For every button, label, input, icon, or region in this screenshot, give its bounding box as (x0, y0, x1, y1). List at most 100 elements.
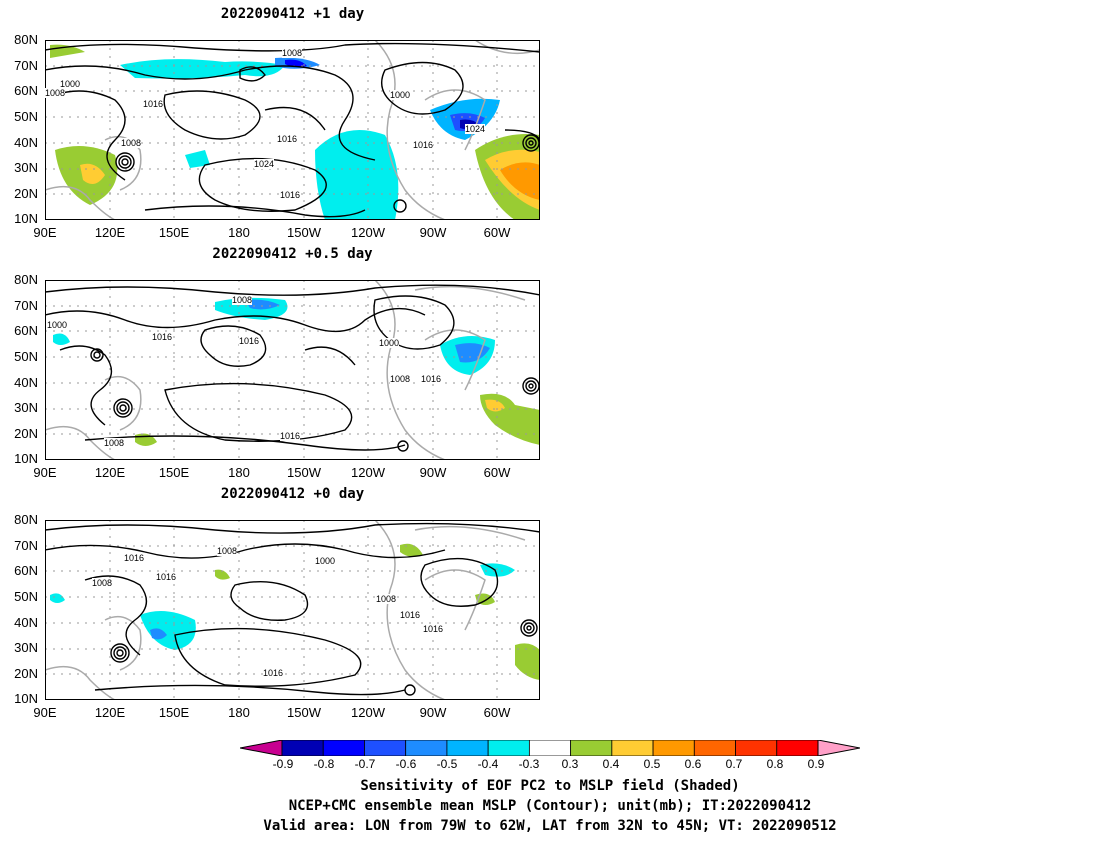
colorbar-swatch (611, 739, 654, 757)
colorbar-label: -0.5 (436, 757, 458, 771)
x-tick: 60W (483, 225, 511, 240)
caption-line-3: Valid area: LON from 79W to 62W, LAT fro… (263, 818, 837, 834)
y-tick: 50N (14, 349, 38, 364)
contour-label: 1016 (152, 332, 173, 342)
contour-label: 1000 (60, 79, 81, 89)
panel-2-title: 2022090412 +0.5 day (212, 246, 373, 262)
colorbar-label: -0.9 (272, 757, 294, 771)
contour-label: 1016 (423, 624, 444, 634)
caption-line-1: Sensitivity of EOF PC2 to MSLP field (Sh… (360, 778, 740, 794)
colorbar-label: -0.6 (395, 757, 417, 771)
x-tick: 120W (351, 225, 385, 240)
colorbar-swatch (239, 739, 283, 757)
colorbar-swatch (405, 739, 448, 757)
contour-label: 1016 (239, 336, 260, 346)
contour-label: 1008 (121, 138, 142, 148)
colorbar-label: 0.8 (766, 757, 784, 771)
colorbar-label: 0.9 (807, 757, 825, 771)
y-tick: 10N (14, 211, 38, 226)
colorbar-label: 0.5 (643, 757, 661, 771)
colorbar-swatch (528, 739, 572, 757)
colorbar-swatch (364, 739, 407, 757)
contour-label: 1008 (390, 374, 411, 384)
contour-label: 1008 (376, 594, 397, 604)
panel-3-contour-labels: 1016 1008 1008 1016 1000 1008 1016 1016 … (45, 520, 540, 700)
contour-label: 1016 (156, 572, 177, 582)
x-tick: 120W (351, 705, 385, 720)
y-tick: 20N (14, 426, 38, 441)
contour-label: 1016 (263, 668, 284, 678)
y-tick: 30N (14, 640, 38, 655)
y-tick: 60N (14, 323, 38, 338)
caption-line-2: NCEP+CMC ensemble mean MSLP (Contour); u… (288, 798, 812, 814)
y-tick: 60N (14, 83, 38, 98)
y-tick: 80N (14, 272, 38, 287)
x-tick: 180 (228, 465, 250, 480)
y-tick: 60N (14, 563, 38, 578)
x-tick: 150E (158, 465, 190, 480)
contour-label: 1000 (379, 338, 400, 348)
colorbar-label: 0.4 (602, 757, 620, 771)
y-tick: 70N (14, 58, 38, 73)
contour-label: 1008 (92, 578, 113, 588)
x-tick: 90E (33, 465, 57, 480)
colorbar (239, 739, 861, 757)
y-tick: 30N (14, 160, 38, 175)
colorbar-label: 0.7 (725, 757, 743, 771)
x-tick: 150W (287, 465, 321, 480)
panel-1-title: 2022090412 +1 day (220, 6, 365, 22)
y-tick: 50N (14, 589, 38, 604)
contour-label: 1016 (421, 374, 442, 384)
contour-label: 1008 (45, 88, 66, 98)
x-tick: 150E (158, 705, 190, 720)
panel-2-map: 1008 1000 1016 1016 1000 1008 1016 1008 … (45, 280, 540, 460)
x-tick: 120E (94, 705, 126, 720)
colorbar-swatch (281, 739, 324, 757)
contour-label: 1008 (104, 438, 125, 448)
y-tick: 40N (14, 135, 38, 150)
x-tick: 60W (483, 705, 511, 720)
x-tick: 180 (228, 705, 250, 720)
x-tick: 90W (419, 225, 447, 240)
colorbar-swatch (487, 739, 530, 757)
y-tick: 10N (14, 691, 38, 706)
contour-label: 1008 (232, 295, 253, 305)
contour-label: 1016 (124, 553, 145, 563)
y-tick: 30N (14, 400, 38, 415)
y-tick: 50N (14, 109, 38, 124)
contour-label: 1016 (280, 431, 301, 441)
colorbar-swatch (776, 739, 819, 757)
x-tick: 150W (287, 225, 321, 240)
x-tick: 150E (158, 225, 190, 240)
colorbar-label: -0.3 (518, 757, 540, 771)
contour-label: 1024 (254, 159, 275, 169)
y-tick: 70N (14, 298, 38, 313)
y-tick: 10N (14, 451, 38, 466)
colorbar-label: -0.7 (354, 757, 376, 771)
y-tick: 20N (14, 186, 38, 201)
panel-1-map: 1008 1000 1008 1016 1000 1016 1024 1008 … (45, 40, 540, 220)
x-tick: 150W (287, 705, 321, 720)
contour-label: 1016 (400, 610, 421, 620)
contour-label: 1016 (413, 140, 434, 150)
colorbar-label: -0.4 (477, 757, 499, 771)
y-tick: 20N (14, 666, 38, 681)
x-tick: 120E (94, 465, 126, 480)
panel-2-contour-labels: 1008 1000 1016 1016 1000 1008 1016 1008 … (45, 280, 540, 460)
contour-label: 1000 (390, 90, 411, 100)
colorbar-swatches (239, 739, 861, 757)
y-tick: 40N (14, 375, 38, 390)
contour-label: 1024 (465, 124, 486, 134)
colorbar-label: 0.6 (684, 757, 702, 771)
y-tick: 80N (14, 32, 38, 47)
y-tick: 70N (14, 538, 38, 553)
y-tick: 40N (14, 615, 38, 630)
contour-label: 1016 (277, 134, 298, 144)
colorbar-label: 0.3 (561, 757, 579, 771)
x-tick: 90W (419, 705, 447, 720)
contour-label: 1000 (315, 556, 336, 566)
contour-label: 1016 (143, 99, 164, 109)
x-tick: 120E (94, 225, 126, 240)
panel-3-map: 1016 1008 1008 1016 1000 1008 1016 1016 … (45, 520, 540, 700)
contour-label: 1008 (217, 546, 238, 556)
